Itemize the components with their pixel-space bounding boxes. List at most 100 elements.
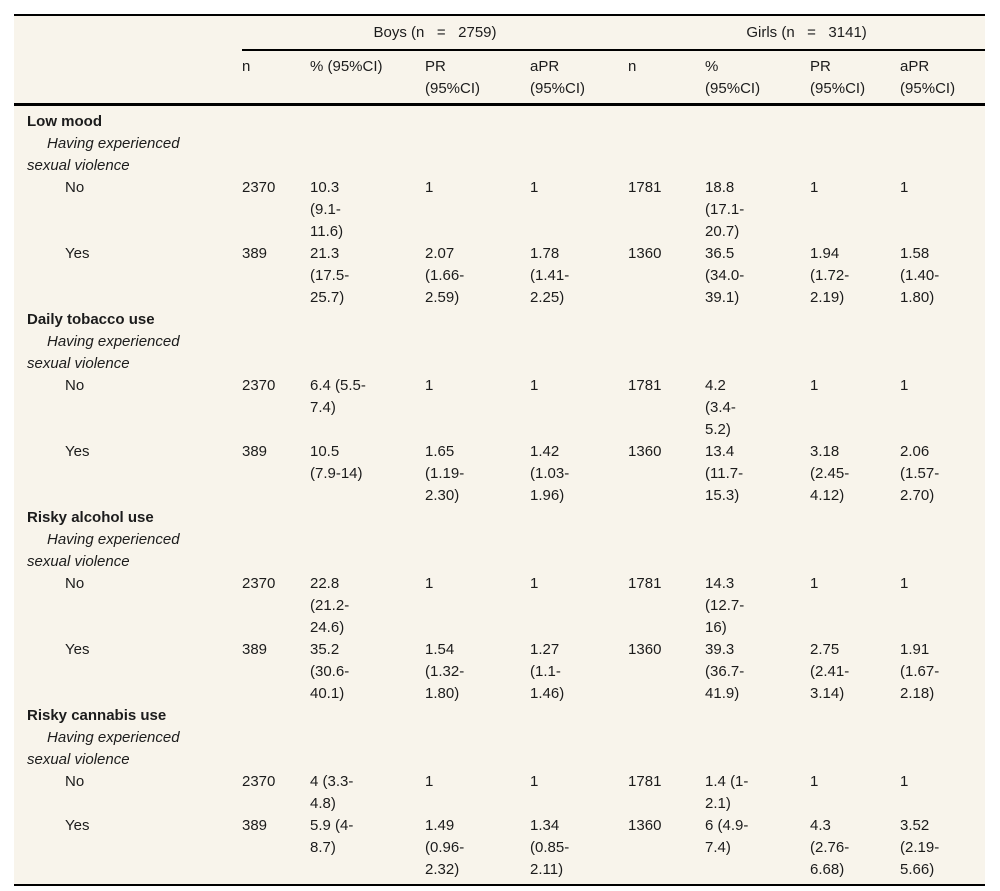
data-cell: 1.49 (0.96- 2.32) xyxy=(425,817,465,878)
table-row: Yes 389 35.2 (30.6- 40.1) 1.54 (1.32- 1.80)… xyxy=(14,639,985,705)
data-cell: 1 xyxy=(810,773,819,790)
data-cell: 4.2 (3.4- 5.2) xyxy=(705,377,736,438)
data-cell: 1.91 (1.67- 2.18) xyxy=(900,641,940,702)
data-cell: 2370 xyxy=(242,575,276,592)
section-title-row: Low mood xyxy=(14,105,985,134)
section-title: Daily tobacco use xyxy=(27,311,155,328)
section-subtitle-row: Having experienced sexual violence xyxy=(14,529,985,573)
row-label: No xyxy=(65,377,85,394)
section-subtitle: Having experienced sexual violence xyxy=(27,531,180,570)
data-cell: 1 xyxy=(530,575,539,592)
data-cell: 1360 xyxy=(628,817,662,834)
section-title-row: Daily tobacco use xyxy=(14,309,985,331)
data-cell: 1 xyxy=(425,773,434,790)
table-row: No 2370 10.3 (9.1- 11.6) 1 1 1781 18.8 (17.1- … xyxy=(14,177,985,243)
data-cell: 1 xyxy=(810,575,819,592)
col-header-girls-apr: aPR (95%CI) xyxy=(900,50,986,106)
row-label: No xyxy=(65,575,85,592)
data-cell: 3.52 (2.19- 5.66) xyxy=(900,817,940,878)
data-cell: 389 xyxy=(242,245,268,262)
section-subtitle: Having experienced sexual violence xyxy=(27,333,180,372)
data-cell: 389 xyxy=(242,641,268,658)
data-cell: 35.2 (30.6- 40.1) xyxy=(310,641,350,702)
data-cell: 4.3 (2.76- 6.68) xyxy=(810,817,850,878)
data-cell: 2.75 (2.41- 3.14) xyxy=(810,641,850,702)
data-cell: 389 xyxy=(242,817,268,834)
data-cell: 39.3 (36.7- 41.9) xyxy=(705,641,745,702)
data-cell: 2370 xyxy=(242,377,276,394)
data-cell: 10.5 (7.9-14) xyxy=(310,443,363,482)
stub-subheader xyxy=(14,50,242,106)
data-cell: 18.8 (17.1- 20.7) xyxy=(705,179,745,240)
data-cell: 1 xyxy=(810,179,819,196)
results-table-body: Low mood Having experienced sexual violen… xyxy=(14,105,985,886)
data-cell: 22.8 (21.2- 24.6) xyxy=(310,575,350,636)
data-cell: 21.3 (17.5- 25.7) xyxy=(310,245,350,306)
group-header-row: Boys (n = 2759) Girls (n = 3141) xyxy=(14,15,986,51)
data-cell: 3.18 (2.45- 4.12) xyxy=(810,443,850,504)
data-cell: 1781 xyxy=(628,773,662,790)
section-subtitle-row: Having experienced sexual violence xyxy=(14,331,985,375)
data-cell: 36.5 (34.0- 39.1) xyxy=(705,245,745,306)
column-header-row: n % (95%CI) PR (95%CI) aPR (95%CI) n % (… xyxy=(14,50,986,106)
table-row: Yes 389 5.9 (4- 8.7) 1.49 (0.96- 2.32) 1.34 … xyxy=(14,815,985,885)
data-cell: 1 xyxy=(810,377,819,394)
data-cell: 2370 xyxy=(242,773,276,790)
col-header-boys-apr: aPR (95%CI) xyxy=(530,50,629,106)
data-cell: 1 xyxy=(900,377,909,394)
data-cell: 2.06 (1.57- 2.70) xyxy=(900,443,940,504)
section-title-row: Risky alcohol use xyxy=(14,507,985,529)
col-header-boys-pr: PR (95%CI) xyxy=(425,50,530,106)
row-label: No xyxy=(65,773,85,790)
data-cell: 14.3 (12.7- 16) xyxy=(705,575,745,636)
group-header-girls: Girls (n = 3141) xyxy=(628,15,986,51)
data-cell: 10.3 (9.1- 11.6) xyxy=(310,179,344,240)
data-cell: 1.4 (1- 2.1) xyxy=(705,773,749,812)
data-cell: 1 xyxy=(425,179,434,196)
table-row: Yes 389 21.3 (17.5- 25.7) 2.07 (1.66- 2.59)… xyxy=(14,243,985,309)
data-cell: 1781 xyxy=(628,179,662,196)
table-row: No 2370 4 (3.3- 4.8) 1 1 1781 1.4 (1- 2.1) 1 1 xyxy=(14,771,985,815)
section-title: Risky cannabis use xyxy=(27,707,167,724)
data-cell: 2370 xyxy=(242,179,276,196)
data-cell: 389 xyxy=(242,443,268,460)
data-cell: 4 (3.3- 4.8) xyxy=(310,773,354,812)
table-row: No 2370 22.8 (21.2- 24.6) 1 1 1781 14.3 (12.7-… xyxy=(14,573,985,639)
data-cell: 1 xyxy=(900,773,909,790)
row-label: Yes xyxy=(65,817,90,834)
data-cell: 13.4 (11.7- 15.3) xyxy=(705,443,744,504)
table-row: No 2370 6.4 (5.5- 7.4) 1 1 1781 4.2 (3.4- 5.2)… xyxy=(14,375,985,441)
col-header-boys-pct: % (95%CI) xyxy=(310,50,425,106)
col-header-boys-n: n xyxy=(242,50,310,106)
table-row: Yes 389 10.5 (7.9-14) 1.65 (1.19- 2.30) 1.42… xyxy=(14,441,985,507)
data-cell: 1360 xyxy=(628,245,662,262)
data-cell: 1.58 (1.40- 1.80) xyxy=(900,245,940,306)
section-subtitle-row: Having experienced sexual violence xyxy=(14,727,985,771)
section-subtitle: Having experienced sexual violence xyxy=(27,729,180,768)
row-label: Yes xyxy=(65,245,90,262)
data-cell: 1781 xyxy=(628,575,662,592)
row-label: Yes xyxy=(65,443,90,460)
data-cell: 1.34 (0.85- 2.11) xyxy=(530,817,570,878)
section-title: Low mood xyxy=(27,113,102,130)
data-cell: 1.94 (1.72- 2.19) xyxy=(810,245,850,306)
col-header-girls-n: n xyxy=(628,50,706,106)
stub-header xyxy=(14,15,242,50)
data-cell: 1 xyxy=(530,377,539,394)
data-cell: 1360 xyxy=(628,443,662,460)
data-cell: 1 xyxy=(425,377,434,394)
section-subtitle: Having experienced sexual violence xyxy=(27,135,180,174)
section-subtitle-row: Having experienced sexual violence xyxy=(14,133,985,177)
results-table-container: Boys (n = 2759) Girls (n = 3141) n % (95… xyxy=(14,14,986,886)
data-cell: 1 xyxy=(900,575,909,592)
data-cell: 1.65 (1.19- 2.30) xyxy=(425,443,465,504)
data-cell: 1.78 (1.41- 2.25) xyxy=(530,245,570,306)
section-title: Risky alcohol use xyxy=(27,509,154,526)
data-cell: 1 xyxy=(530,179,539,196)
data-cell: 1.27 (1.1- 1.46) xyxy=(530,641,565,702)
row-label: No xyxy=(65,179,85,196)
data-cell: 2.07 (1.66- 2.59) xyxy=(425,245,465,306)
results-table: Boys (n = 2759) Girls (n = 3141) n % (95… xyxy=(14,14,986,886)
data-cell: 1781 xyxy=(628,377,662,394)
data-cell: 6.4 (5.5- 7.4) xyxy=(310,377,366,416)
